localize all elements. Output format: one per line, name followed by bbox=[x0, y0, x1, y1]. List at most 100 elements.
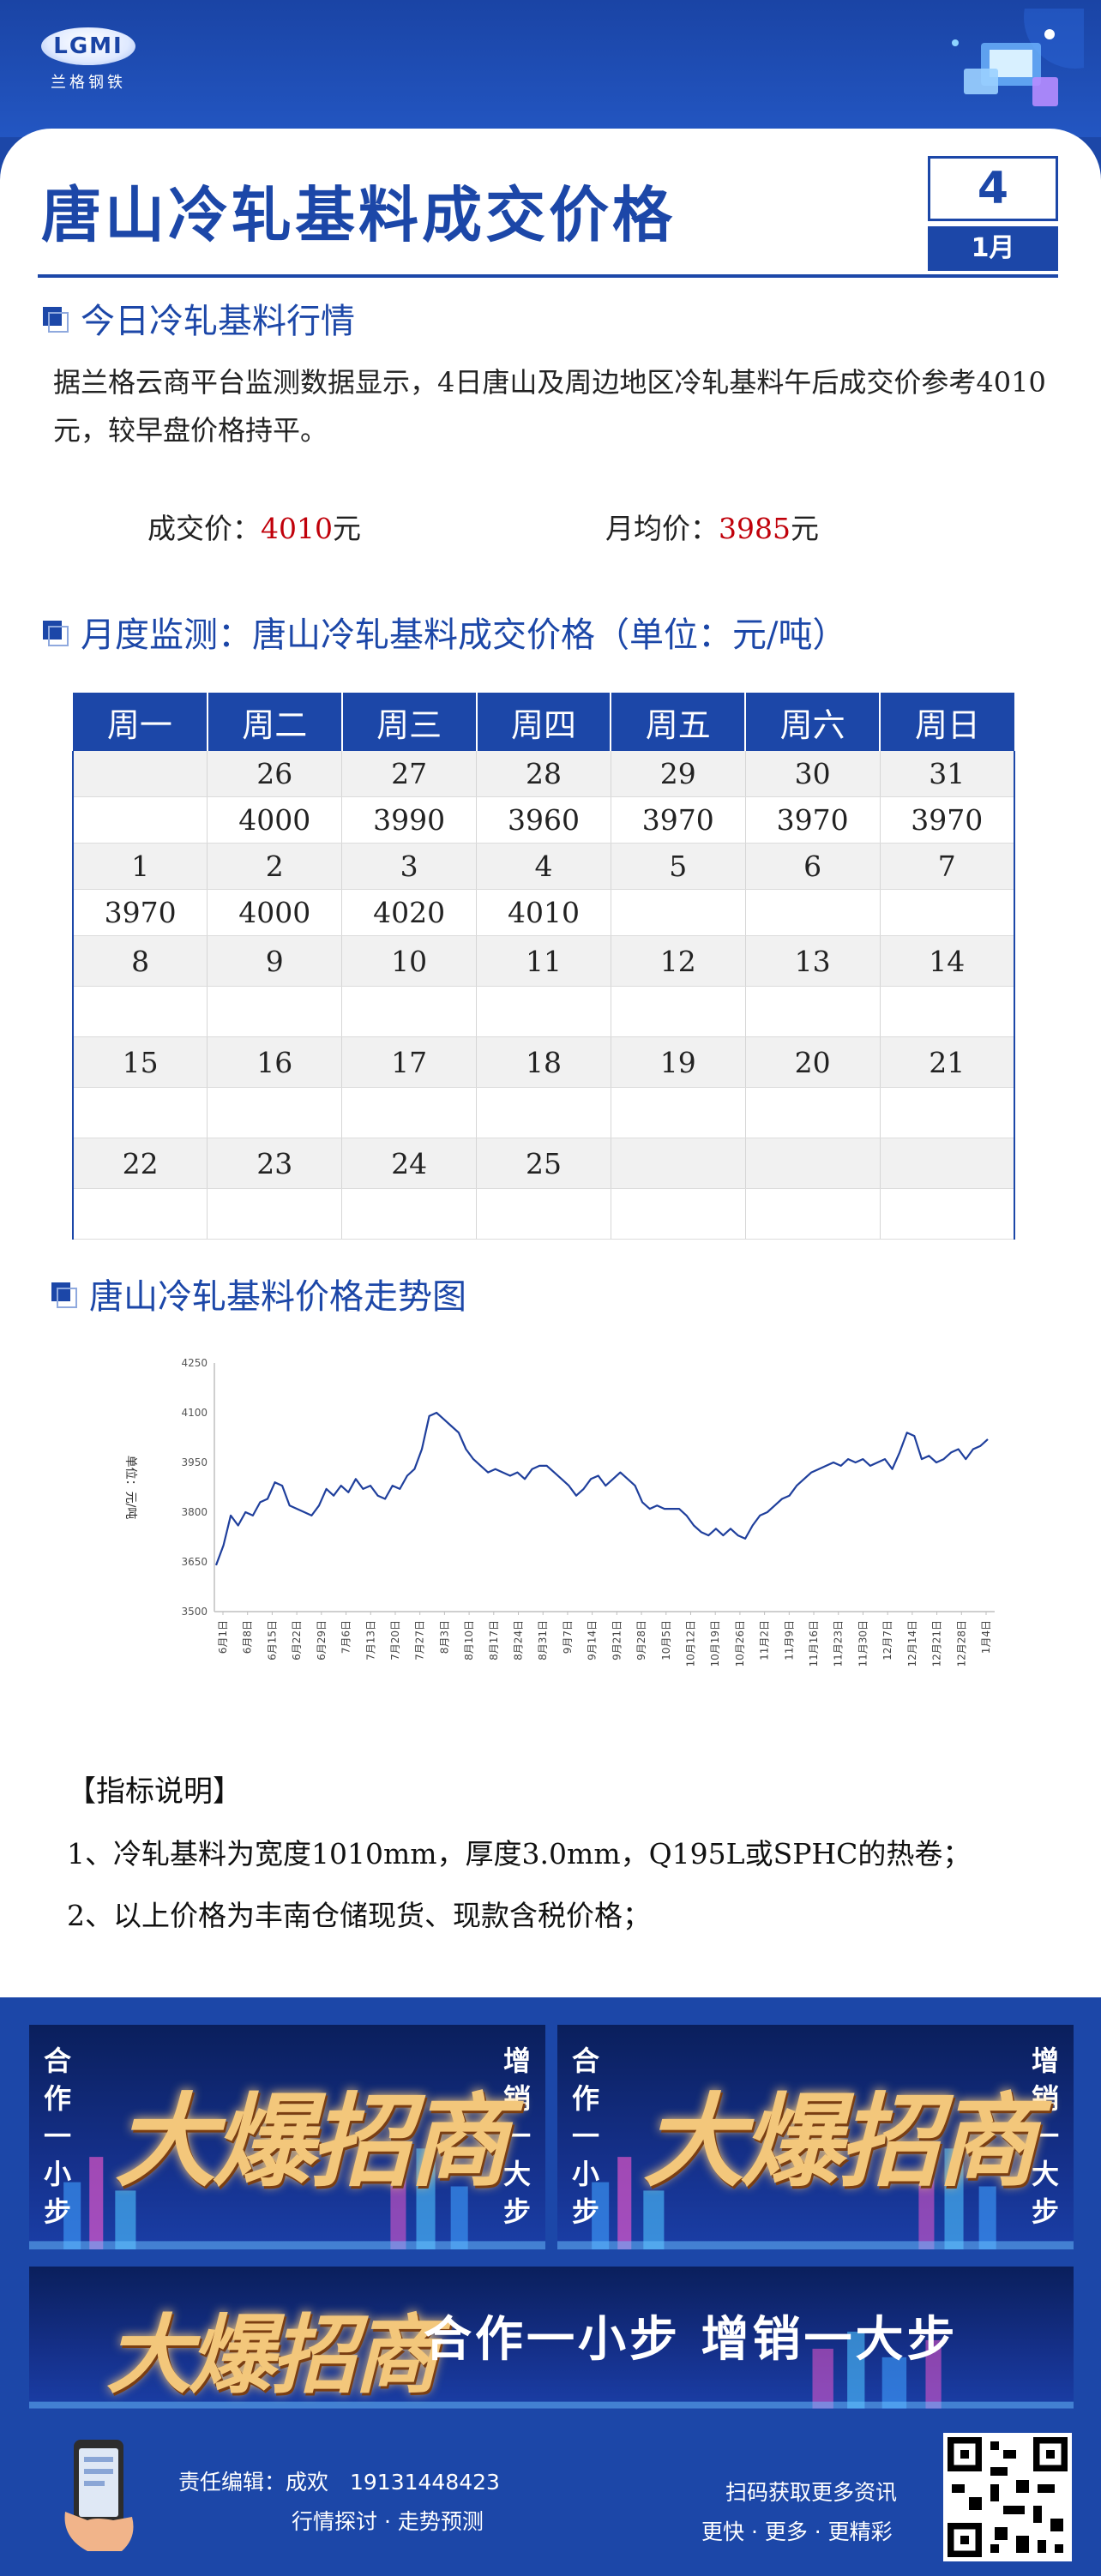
x-tick-label: 1月4日 bbox=[980, 1620, 992, 1654]
x-tick-label: 7月20日 bbox=[389, 1620, 401, 1660]
banner-side-text-right: 增销一大步 bbox=[502, 2045, 531, 2228]
square-bullet-icon bbox=[51, 1282, 77, 1308]
calendar-price-cell bbox=[476, 1087, 611, 1138]
calendar-price-cell bbox=[72, 796, 208, 844]
square-bullet-icon bbox=[43, 307, 69, 333]
logo-text: 兰格钢铁 bbox=[51, 74, 126, 92]
ad-banner-left[interactable]: 合作一小步 增销一大步 大爆招商 bbox=[29, 2025, 545, 2249]
calendar-date-cell: 22 bbox=[72, 1138, 208, 1189]
monthly-avg-unit: 元 bbox=[790, 512, 819, 545]
x-tick-label: 7月13日 bbox=[364, 1620, 376, 1660]
calendar-date-row: 22 23 24 25 bbox=[72, 1138, 1015, 1189]
calendar-price-cell bbox=[745, 889, 881, 936]
weekday-header: 周四 bbox=[476, 693, 612, 751]
calendar-price-cell bbox=[611, 1188, 746, 1240]
calendar-price-cell bbox=[880, 1087, 1015, 1138]
x-tick-label: 6月15日 bbox=[266, 1620, 278, 1660]
x-tick-label: 12月21日 bbox=[931, 1620, 943, 1667]
calendar-price-cell bbox=[72, 1188, 208, 1240]
monthly-avg-value: 3985 bbox=[719, 512, 791, 545]
x-tick-label: 10月12日 bbox=[684, 1620, 696, 1667]
deal-price-unit: 元 bbox=[332, 512, 361, 545]
calendar-price-cell: 3970 bbox=[745, 796, 881, 844]
calendar-date-cell: 6 bbox=[745, 843, 881, 890]
calendar-date-cell: 30 bbox=[745, 751, 881, 797]
footer bbox=[0, 2417, 1101, 2576]
date-day: 4 bbox=[928, 156, 1058, 221]
calendar-date-cell: 13 bbox=[745, 935, 881, 987]
ad-banner-wide[interactable]: 大爆招商 合作一小步 增销一大步 bbox=[29, 2267, 1074, 2409]
x-tick-label: 12月28日 bbox=[955, 1620, 967, 1667]
x-tick-label: 11月30日 bbox=[857, 1620, 869, 1667]
x-tick-label: 7月27日 bbox=[414, 1620, 426, 1660]
calendar-date-cell: 21 bbox=[880, 1036, 1015, 1088]
x-tick-label: 11月9日 bbox=[783, 1620, 795, 1660]
logo-mark: LGMI bbox=[41, 27, 135, 65]
calendar-price-row bbox=[72, 1188, 1015, 1240]
price-trend-chart: 3500 3650 3800 3950 4100 4250 单位：元/吨 6月1日 6月8日 6月… bbox=[123, 1357, 995, 1667]
calendar-date-cell: 12 bbox=[611, 935, 746, 987]
banner-side-text-left: 合作一小步 bbox=[43, 2045, 71, 2228]
calendar-price-cell bbox=[745, 1087, 881, 1138]
calendar-price-row bbox=[72, 1087, 1015, 1138]
calendar-date-cell: 10 bbox=[341, 935, 478, 987]
weekday-header: 周二 bbox=[207, 693, 343, 751]
calendar-price-cell bbox=[72, 986, 208, 1037]
section-header-today: 今日冷轧基料行情 bbox=[43, 293, 355, 343]
weekday-header: 周一 bbox=[73, 693, 208, 751]
deal-price-value: 4010 bbox=[261, 512, 333, 545]
banner-slogan: 大爆招商 bbox=[115, 2081, 509, 2201]
calendar-price-cell bbox=[72, 1087, 208, 1138]
y-tick-label: 4250 bbox=[181, 1357, 208, 1369]
calendar-price-cell bbox=[341, 986, 478, 1037]
weekday-header: 周日 bbox=[880, 693, 1014, 751]
calendar-date-cell: 24 bbox=[341, 1138, 478, 1189]
note-item: 2、以上价格为丰南仓储现货、现款含税价格； bbox=[67, 1899, 651, 1932]
footer-scan-text: 扫码获取更多资讯 bbox=[725, 2480, 898, 2505]
calendar-price-cell: 3970 bbox=[72, 889, 208, 936]
city-skyline-graphic bbox=[29, 2332, 1074, 2409]
calendar-date-cell: 16 bbox=[207, 1036, 343, 1088]
banner-slogan: 大爆招商 bbox=[106, 2304, 439, 2405]
monthly-avg-price: 月均价：3985元 bbox=[605, 506, 819, 547]
calendar-price-cell bbox=[745, 1188, 881, 1240]
square-bullet-icon bbox=[43, 621, 69, 646]
ad-banner-right[interactable]: 合作一小步 增销一大步 大爆招商 bbox=[557, 2025, 1074, 2249]
calendar-date-cell: 8 bbox=[72, 935, 208, 987]
y-tick-label: 3800 bbox=[181, 1506, 208, 1518]
qr-code-icon[interactable] bbox=[943, 2433, 1072, 2561]
deal-price-label: 成交价： bbox=[147, 512, 261, 545]
section-header-trend: 唐山冷轧基料价格走势图 bbox=[51, 1269, 466, 1318]
calendar-date-row: 8 9 10 11 12 13 14 bbox=[72, 935, 1015, 987]
calendar-date-cell: 29 bbox=[611, 751, 746, 797]
calendar-price-cell: 4000 bbox=[207, 889, 343, 936]
calendar-date-cell: 4 bbox=[476, 843, 611, 890]
brand-logo[interactable]: LGMI 兰格钢铁 bbox=[41, 27, 144, 96]
date-month: 1月 bbox=[928, 226, 1058, 271]
calendar-date-cell: 14 bbox=[880, 935, 1015, 987]
notes-title: 【指标说明】 bbox=[67, 1774, 242, 1809]
x-tick-label: 11月16日 bbox=[808, 1620, 820, 1667]
calendar-price-cell bbox=[880, 1188, 1015, 1240]
x-tick-label: 9月14日 bbox=[587, 1620, 599, 1660]
x-tick-label: 9月28日 bbox=[635, 1620, 647, 1660]
y-tick-label: 4100 bbox=[181, 1407, 208, 1419]
banner-side-text-left: 合作一小步 bbox=[571, 2045, 599, 2228]
x-tick-label: 6月8日 bbox=[242, 1620, 254, 1654]
calendar-date-cell: 9 bbox=[207, 935, 343, 987]
x-tick-label: 10月5日 bbox=[660, 1620, 672, 1660]
calendar-price-row: 3970 4000 4020 4010 bbox=[72, 889, 1015, 936]
calendar-price-cell bbox=[880, 986, 1015, 1037]
weekday-header: 周三 bbox=[341, 693, 478, 751]
y-tick-label: 3950 bbox=[181, 1456, 208, 1468]
calendar-date-cell bbox=[880, 1138, 1015, 1189]
x-tick-label: 7月6日 bbox=[340, 1620, 352, 1654]
y-tick-label: 3500 bbox=[181, 1606, 208, 1618]
calendar-date-cell bbox=[745, 1138, 881, 1189]
calendar-date-cell: 31 bbox=[880, 751, 1015, 797]
calendar-price-cell bbox=[611, 986, 746, 1037]
city-skyline-graphic bbox=[557, 2148, 1074, 2249]
x-tick-label: 10月19日 bbox=[709, 1620, 721, 1667]
x-tick-label: 9月7日 bbox=[562, 1620, 574, 1654]
